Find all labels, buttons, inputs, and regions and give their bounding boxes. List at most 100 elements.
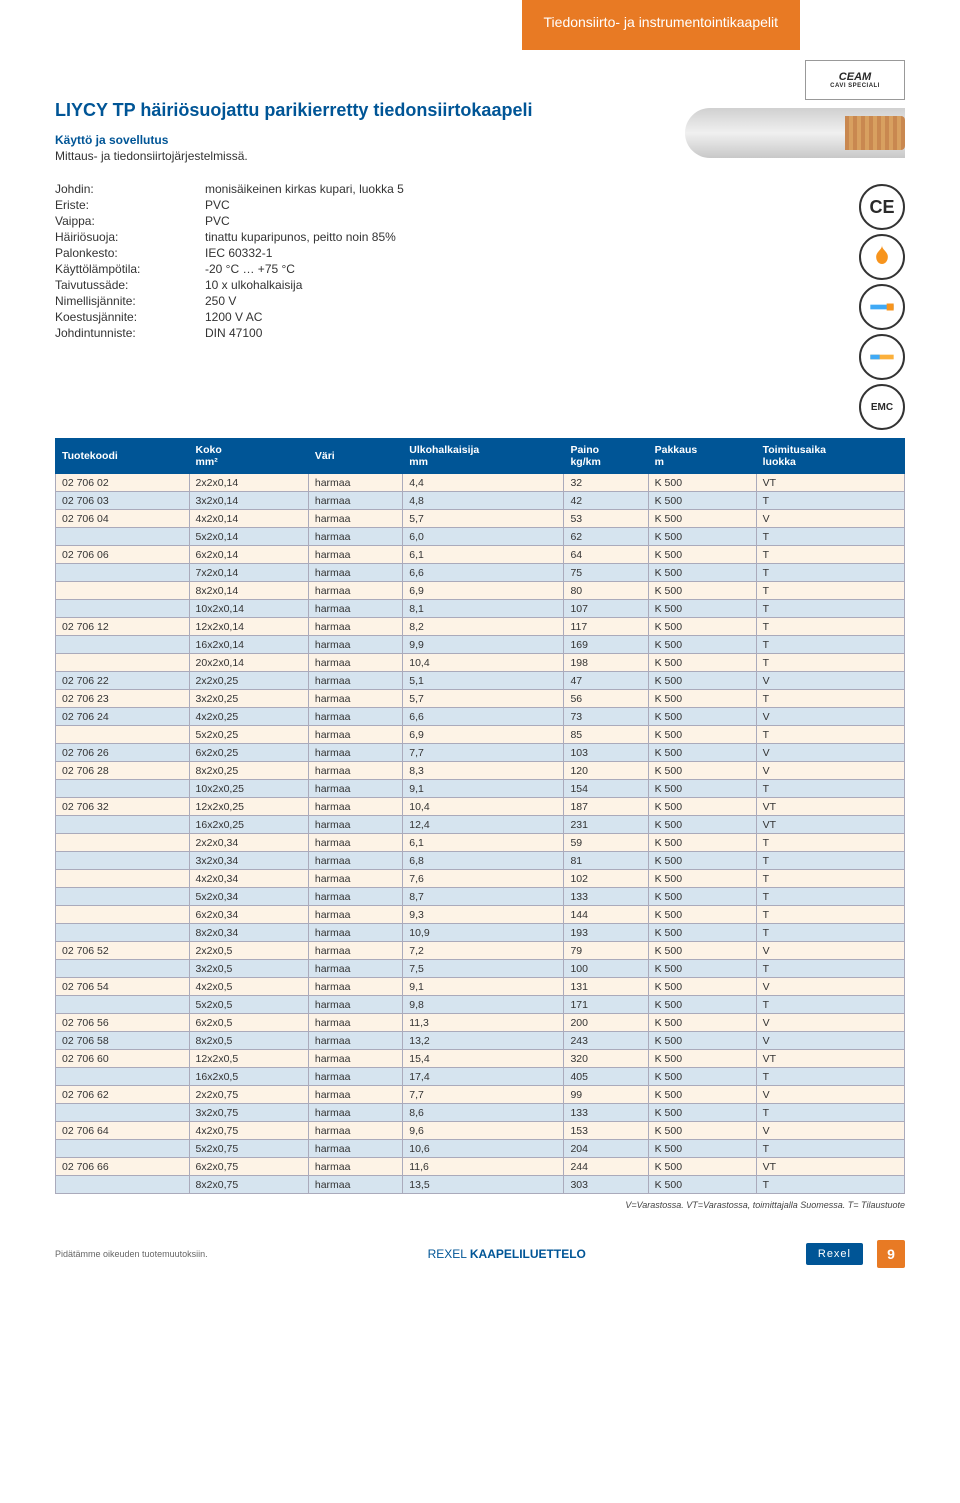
table-cell: harmaa bbox=[308, 672, 402, 690]
table-cell: K 500 bbox=[648, 798, 756, 816]
table-row: 02 706 644x2x0,75harmaa9,6153K 500V bbox=[56, 1122, 905, 1140]
table-cell: VT bbox=[756, 816, 904, 834]
table-cell: K 500 bbox=[648, 1014, 756, 1032]
table-cell: 100 bbox=[564, 960, 648, 978]
table-cell: 6,8 bbox=[403, 852, 564, 870]
table-cell: K 500 bbox=[648, 582, 756, 600]
table-row: 02 706 222x2x0,25harmaa5,147K 500V bbox=[56, 672, 905, 690]
spec-key: Vaippa: bbox=[55, 213, 205, 229]
table-cell: 02 706 32 bbox=[56, 798, 190, 816]
table-cell: T bbox=[756, 852, 904, 870]
table-cell: harmaa bbox=[308, 906, 402, 924]
table-cell: T bbox=[756, 834, 904, 852]
table-cell: K 500 bbox=[648, 870, 756, 888]
table-cell: 16x2x0,25 bbox=[189, 816, 308, 834]
table-cell: K 500 bbox=[648, 564, 756, 582]
table-cell: K 500 bbox=[648, 852, 756, 870]
table-cell: K 500 bbox=[648, 708, 756, 726]
table-cell: 85 bbox=[564, 726, 648, 744]
page-number: 9 bbox=[877, 1240, 905, 1268]
table-cell: K 500 bbox=[648, 1176, 756, 1194]
table-row: 8x2x0,14harmaa6,980K 500T bbox=[56, 582, 905, 600]
table-cell: 02 706 06 bbox=[56, 546, 190, 564]
table-cell: K 500 bbox=[648, 1122, 756, 1140]
table-cell: T bbox=[756, 1068, 904, 1086]
table-row: 02 706 522x2x0,5harmaa7,279K 500V bbox=[56, 942, 905, 960]
table-cell: 6x2x0,34 bbox=[189, 906, 308, 924]
table-cell: harmaa bbox=[308, 564, 402, 582]
table-row: 02 706 1212x2x0,14harmaa8,2117K 500T bbox=[56, 618, 905, 636]
table-cell: K 500 bbox=[648, 1158, 756, 1176]
table-cell: harmaa bbox=[308, 744, 402, 762]
table-row: 8x2x0,34harmaa10,9193K 500T bbox=[56, 924, 905, 942]
table-row: 20x2x0,14harmaa10,4198K 500T bbox=[56, 654, 905, 672]
table-cell bbox=[56, 1140, 190, 1158]
table-cell: 10,4 bbox=[403, 798, 564, 816]
table-row: 02 706 6012x2x0,5harmaa15,4320K 500VT bbox=[56, 1050, 905, 1068]
table-cell: T bbox=[756, 888, 904, 906]
table-cell bbox=[56, 582, 190, 600]
table-cell: VT bbox=[756, 1158, 904, 1176]
table-cell: V bbox=[756, 1014, 904, 1032]
table-cell: 5x2x0,75 bbox=[189, 1140, 308, 1158]
table-cell: 3x2x0,34 bbox=[189, 852, 308, 870]
table-cell bbox=[56, 528, 190, 546]
table-cell: 5x2x0,34 bbox=[189, 888, 308, 906]
spec-val: IEC 60332-1 bbox=[205, 245, 404, 261]
table-cell bbox=[56, 600, 190, 618]
table-cell: K 500 bbox=[648, 780, 756, 798]
table-cell: 53 bbox=[564, 510, 648, 528]
table-cell: 6x2x0,5 bbox=[189, 1014, 308, 1032]
brand-name: CEAM bbox=[839, 71, 871, 83]
table-row: 5x2x0,14harmaa6,062K 500T bbox=[56, 528, 905, 546]
spec-key: Johdin: bbox=[55, 181, 205, 197]
table-cell: K 500 bbox=[648, 492, 756, 510]
table-cell: 4x2x0,14 bbox=[189, 510, 308, 528]
table-cell: T bbox=[756, 636, 904, 654]
table-cell: 154 bbox=[564, 780, 648, 798]
table-cell: 231 bbox=[564, 816, 648, 834]
footer-center-a: REXEL bbox=[428, 1247, 470, 1261]
table-cell: harmaa bbox=[308, 798, 402, 816]
table-cell: 62 bbox=[564, 528, 648, 546]
table-cell: T bbox=[756, 546, 904, 564]
table-cell: K 500 bbox=[648, 1104, 756, 1122]
table-row: 02 706 266x2x0,25harmaa7,7103K 500V bbox=[56, 744, 905, 762]
table-cell: 13,5 bbox=[403, 1176, 564, 1194]
table-cell: harmaa bbox=[308, 1140, 402, 1158]
table-row: 3x2x0,75harmaa8,6133K 500T bbox=[56, 1104, 905, 1122]
table-cell: 02 706 54 bbox=[56, 978, 190, 996]
table-cell: 133 bbox=[564, 1104, 648, 1122]
table-cell: 7,2 bbox=[403, 942, 564, 960]
table-row: 10x2x0,14harmaa8,1107K 500T bbox=[56, 600, 905, 618]
table-cell: 6,0 bbox=[403, 528, 564, 546]
table-cell: 171 bbox=[564, 996, 648, 1014]
table-cell: T bbox=[756, 924, 904, 942]
table-row: 5x2x0,25harmaa6,985K 500T bbox=[56, 726, 905, 744]
flame-icon bbox=[859, 234, 905, 280]
col-header: Painokg/km bbox=[564, 439, 648, 474]
spec-key: Käyttölämpötila: bbox=[55, 261, 205, 277]
table-cell: K 500 bbox=[648, 816, 756, 834]
table-cell: 64 bbox=[564, 546, 648, 564]
table-cell: harmaa bbox=[308, 1032, 402, 1050]
table-cell: 4,8 bbox=[403, 492, 564, 510]
table-cell: VT bbox=[756, 798, 904, 816]
table-cell: 4,4 bbox=[403, 474, 564, 492]
table-cell: harmaa bbox=[308, 618, 402, 636]
table-cell: harmaa bbox=[308, 816, 402, 834]
table-cell: 6x2x0,75 bbox=[189, 1158, 308, 1176]
table-cell: 9,1 bbox=[403, 780, 564, 798]
spec-val: PVC bbox=[205, 213, 404, 229]
table-cell: 81 bbox=[564, 852, 648, 870]
table-cell: 10,9 bbox=[403, 924, 564, 942]
col-header: Pakkausm bbox=[648, 439, 756, 474]
table-row: 02 706 288x2x0,25harmaa8,3120K 500V bbox=[56, 762, 905, 780]
table-cell: V bbox=[756, 744, 904, 762]
table-row: 16x2x0,25harmaa12,4231K 500VT bbox=[56, 816, 905, 834]
table-cell: 17,4 bbox=[403, 1068, 564, 1086]
table-cell: 47 bbox=[564, 672, 648, 690]
table-cell: 144 bbox=[564, 906, 648, 924]
table-cell: harmaa bbox=[308, 654, 402, 672]
table-cell: 6x2x0,14 bbox=[189, 546, 308, 564]
